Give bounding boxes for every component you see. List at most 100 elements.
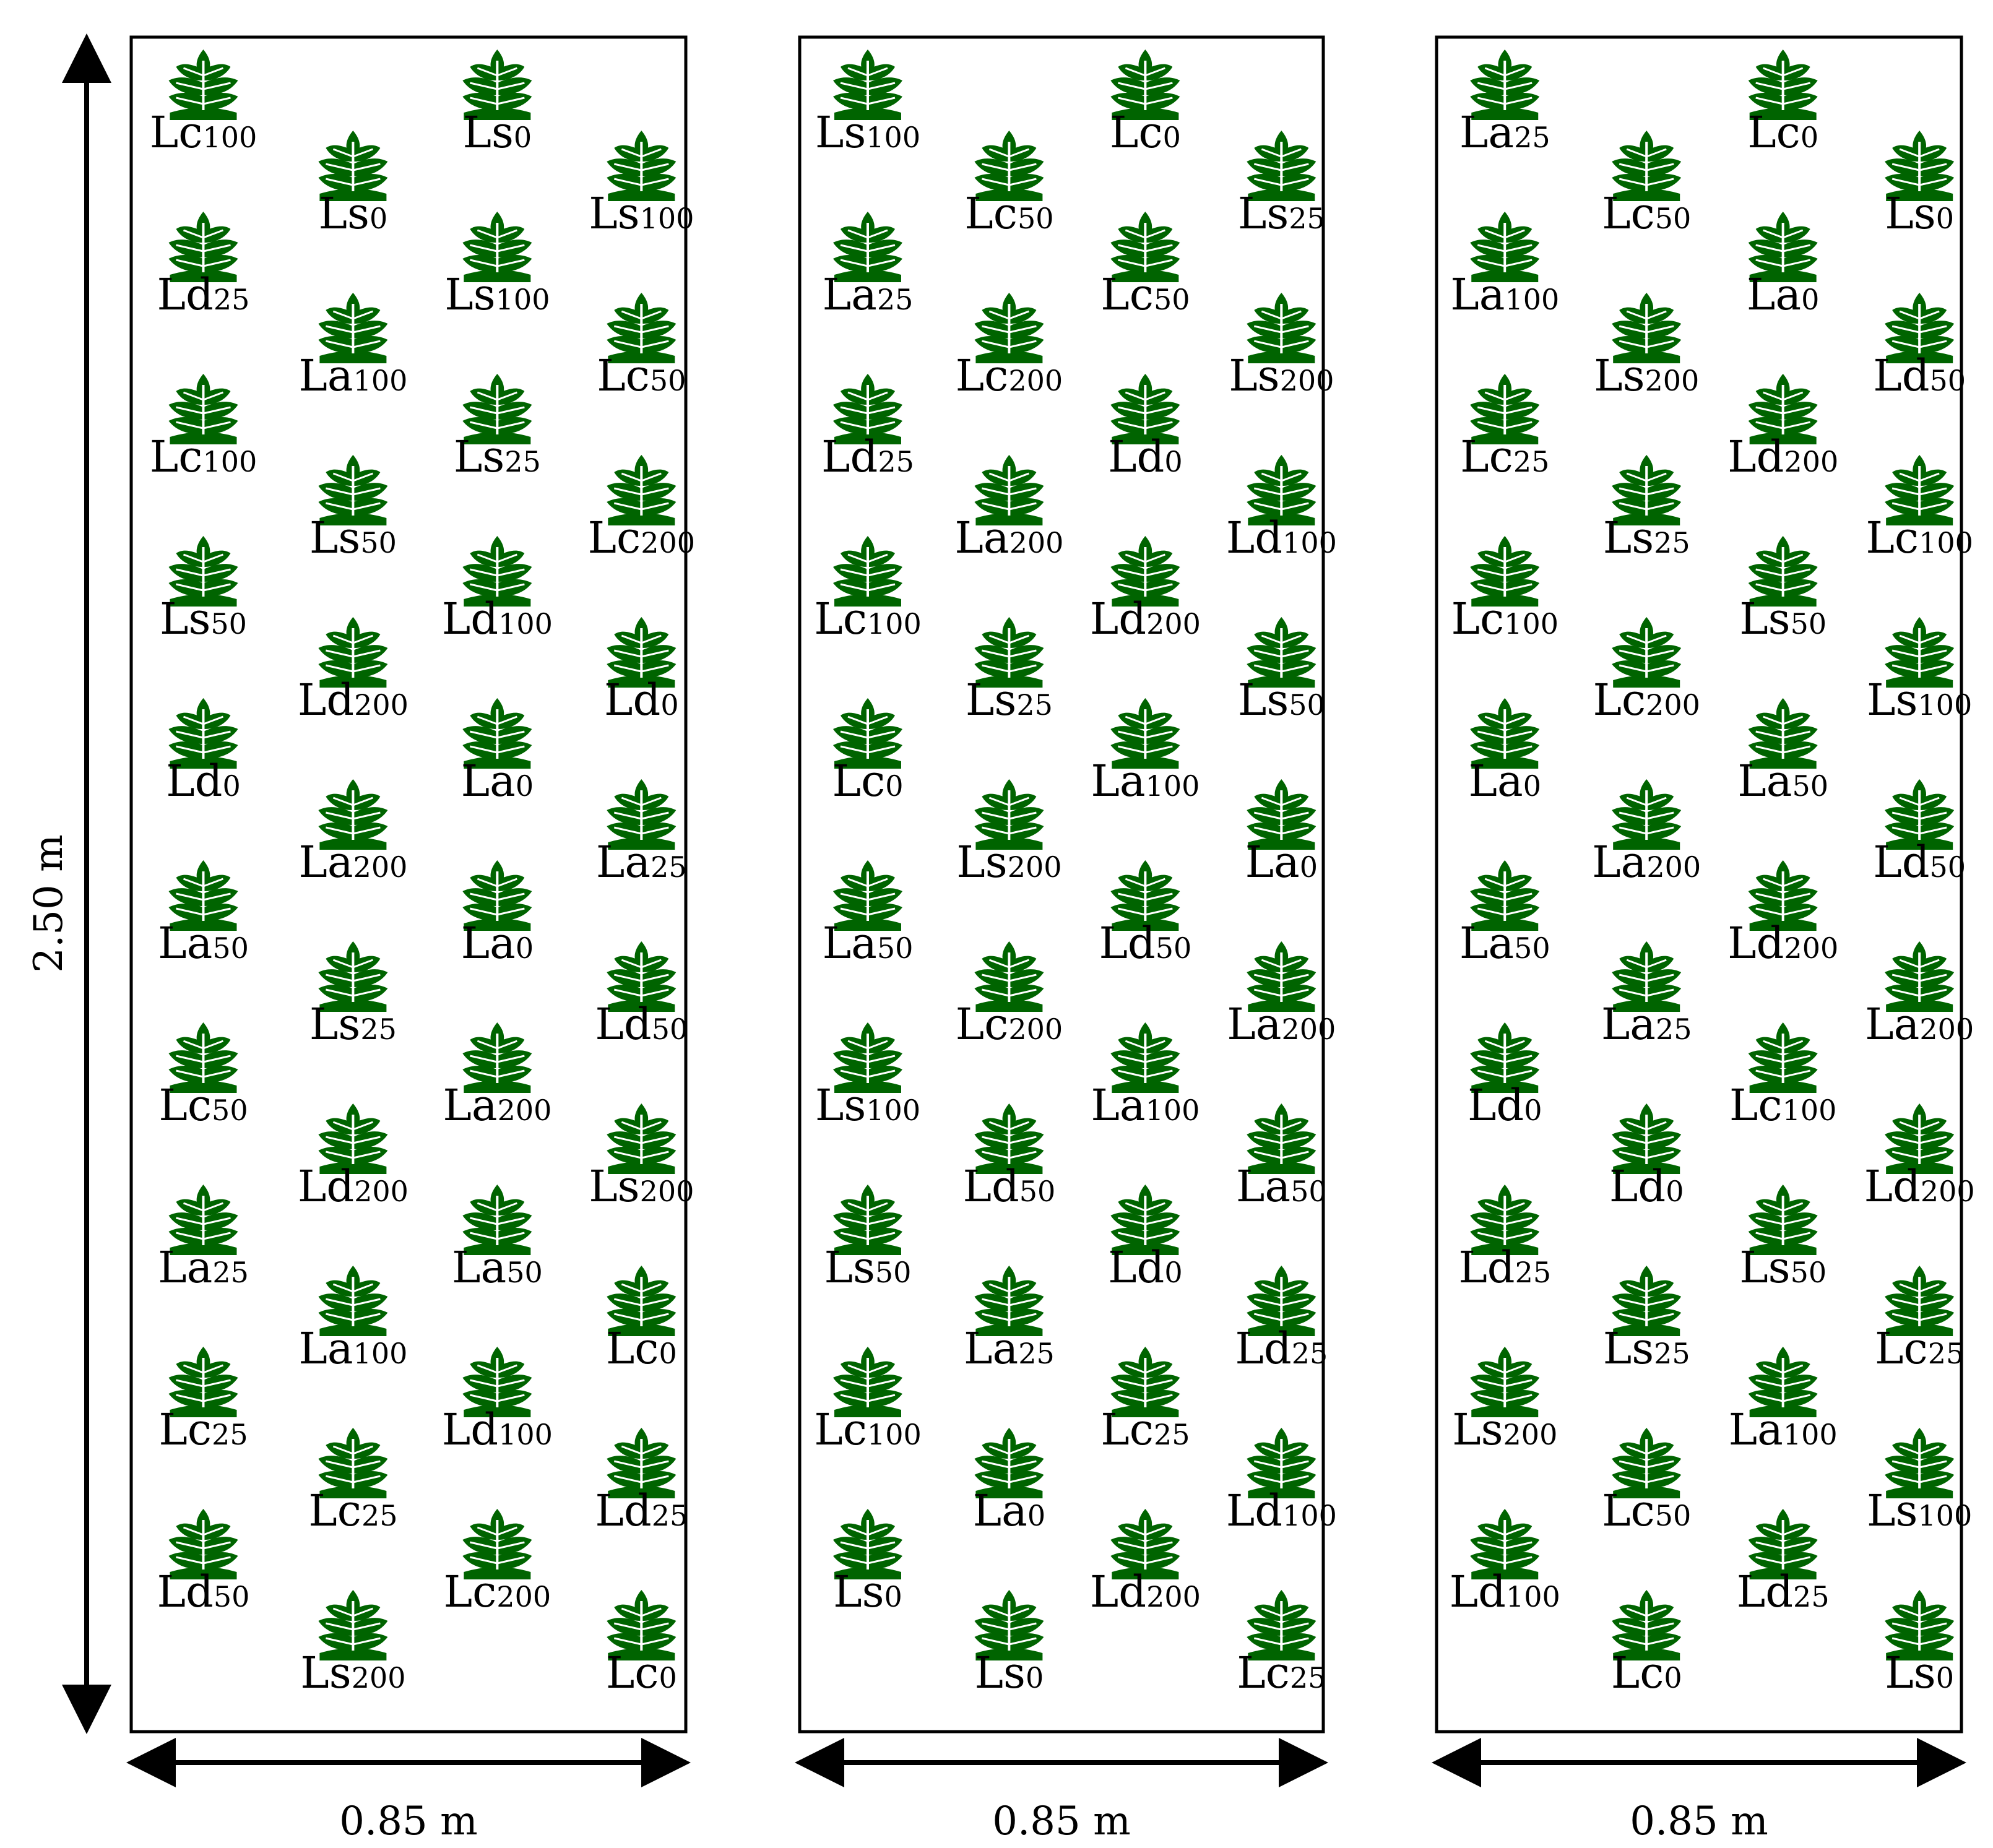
treatment-code: Ld bbox=[962, 1161, 1019, 1212]
treatment-label: Ls25 bbox=[966, 675, 1053, 725]
treatment-dose: 200 bbox=[1646, 850, 1701, 884]
treatment-label: Ld200 bbox=[1727, 431, 1838, 482]
treatment-code: Lc bbox=[158, 1080, 212, 1131]
treatment-dose: 25 bbox=[361, 1499, 398, 1532]
treatment-dose: 200 bbox=[1146, 607, 1201, 641]
treatment-code: Lc bbox=[1593, 675, 1646, 725]
treatment-dose: 100 bbox=[1917, 688, 1972, 722]
treatment-code: Ld bbox=[1099, 918, 1155, 969]
treatment-label: Ls50 bbox=[309, 512, 397, 563]
treatment-code: Ls bbox=[956, 837, 1007, 887]
treatment-label: Ld25 bbox=[1458, 1242, 1551, 1293]
treatment-label: Ls25 bbox=[1603, 1323, 1690, 1374]
treatment-dose: 100 bbox=[496, 283, 550, 316]
treatment-label: Lc25 bbox=[1460, 431, 1549, 482]
treatment-label: La25 bbox=[1601, 999, 1692, 1050]
treatment-code: Ls bbox=[309, 999, 360, 1050]
treatment-label: Ls100 bbox=[815, 1080, 920, 1131]
treatment-label: Lc0 bbox=[1747, 107, 1818, 158]
treatment-code: Ls bbox=[1885, 1647, 1935, 1698]
treatment-code: Ls bbox=[1229, 350, 1279, 401]
treatment-dose: 0 bbox=[1027, 1499, 1045, 1532]
treatment-code: La bbox=[1592, 837, 1646, 887]
treatment-code: La bbox=[1450, 269, 1505, 320]
treatment-dose: 200 bbox=[354, 1175, 409, 1208]
treatment-dose: 0 bbox=[222, 769, 240, 803]
treatment-dose: 200 bbox=[1009, 526, 1064, 559]
treatment-label: La200 bbox=[1227, 999, 1336, 1050]
treatment-code: La bbox=[452, 1242, 506, 1293]
treatment-code: La bbox=[1601, 999, 1656, 1050]
treatment-code: Lc bbox=[1747, 107, 1801, 158]
treatment-label: Ls0 bbox=[975, 1647, 1044, 1698]
treatment-label: Lc200 bbox=[956, 350, 1063, 401]
treatment-label: La50 bbox=[158, 918, 249, 969]
plot-border bbox=[129, 35, 688, 1734]
treatment-dose: 0 bbox=[1936, 1661, 1954, 1695]
treatment-code: Ld bbox=[1468, 1080, 1524, 1131]
treatment-label: Ld25 bbox=[1235, 1323, 1328, 1374]
treatment-label: Lc50 bbox=[158, 1080, 248, 1131]
treatment-label: Lc100 bbox=[1451, 594, 1559, 644]
treatment-code: Lc bbox=[1865, 512, 1919, 563]
treatment-code: La bbox=[158, 918, 212, 969]
treatment-code: Ls bbox=[815, 107, 866, 158]
treatment-dose: 200 bbox=[352, 1661, 406, 1695]
treatment-code: Ld bbox=[157, 1566, 214, 1617]
treatment-code: Ls bbox=[309, 512, 360, 563]
treatment-label: Ls0 bbox=[833, 1566, 902, 1617]
treatment-dose: 50 bbox=[1154, 283, 1190, 316]
treatment-label: Lc100 bbox=[1729, 1080, 1837, 1131]
treatment-code: Lc bbox=[1602, 188, 1655, 239]
treatment-label: La50 bbox=[452, 1242, 543, 1293]
treatment-dose: 0 bbox=[516, 769, 534, 803]
treatment-dose: 25 bbox=[1513, 445, 1550, 478]
treatment-label: Lc50 bbox=[964, 188, 1053, 239]
treatment-label: La50 bbox=[1737, 756, 1828, 806]
treatment-code: Ls bbox=[300, 1647, 351, 1698]
treatment-label: La200 bbox=[1592, 837, 1701, 887]
treatment-dose: 200 bbox=[1784, 445, 1838, 478]
treatment-label: Ls25 bbox=[309, 999, 397, 1050]
treatment-dose: 50 bbox=[1156, 931, 1192, 965]
treatment-label: Lc0 bbox=[832, 756, 903, 806]
treatment-label: Ls200 bbox=[300, 1647, 405, 1698]
treatment-label: Lc100 bbox=[150, 107, 257, 158]
treatment-code: Ls bbox=[1867, 1485, 1917, 1536]
treatment-code: Ls bbox=[1603, 1323, 1654, 1374]
treatment-code: La bbox=[823, 269, 877, 320]
treatment-code: Ls bbox=[589, 188, 639, 239]
treatment-code: Lc bbox=[1100, 1404, 1154, 1455]
treatment-dose: 50 bbox=[212, 931, 249, 965]
treatment-label: Ld0 bbox=[1108, 1242, 1183, 1293]
treatment-label: Lc100 bbox=[1865, 512, 1973, 563]
treatment-dose: 100 bbox=[867, 607, 922, 641]
treatment-dose: 50 bbox=[1791, 607, 1827, 641]
treatment-code: La bbox=[1459, 107, 1514, 158]
treatment-code: Lc bbox=[1110, 107, 1163, 158]
treatment-dose: 100 bbox=[1783, 1418, 1838, 1451]
treatment-label: La50 bbox=[1236, 1161, 1327, 1212]
treatment-code: Ld bbox=[1609, 1161, 1666, 1212]
treatment-code: La bbox=[1091, 1080, 1145, 1131]
treatment-label: Ls200 bbox=[1229, 350, 1334, 401]
treatment-label: Ls25 bbox=[454, 431, 541, 482]
treatment-dose: 25 bbox=[504, 445, 541, 478]
treatment-code: La bbox=[461, 918, 516, 969]
treatment-dose: 50 bbox=[212, 1094, 248, 1127]
treatment-label: Ls200 bbox=[589, 1161, 694, 1212]
treatment-label: La100 bbox=[1091, 1080, 1200, 1131]
treatment-label: Lc100 bbox=[814, 1404, 922, 1455]
treatment-dose: 100 bbox=[498, 607, 553, 641]
treatment-dose: 200 bbox=[1921, 1175, 1975, 1208]
treatment-code: La bbox=[298, 350, 353, 401]
treatment-label: Ld25 bbox=[1737, 1566, 1830, 1617]
treatment-label: Lc25 bbox=[1100, 1404, 1190, 1455]
treatment-dose: 200 bbox=[496, 1580, 551, 1613]
treatment-label: Ld100 bbox=[1226, 512, 1337, 563]
treatment-dose: 100 bbox=[1506, 1580, 1560, 1613]
treatment-label: La0 bbox=[1468, 756, 1541, 806]
treatment-dose: 200 bbox=[640, 1175, 694, 1208]
treatment-dose: 25 bbox=[878, 445, 914, 478]
treatment-code: Ls bbox=[966, 675, 1016, 725]
